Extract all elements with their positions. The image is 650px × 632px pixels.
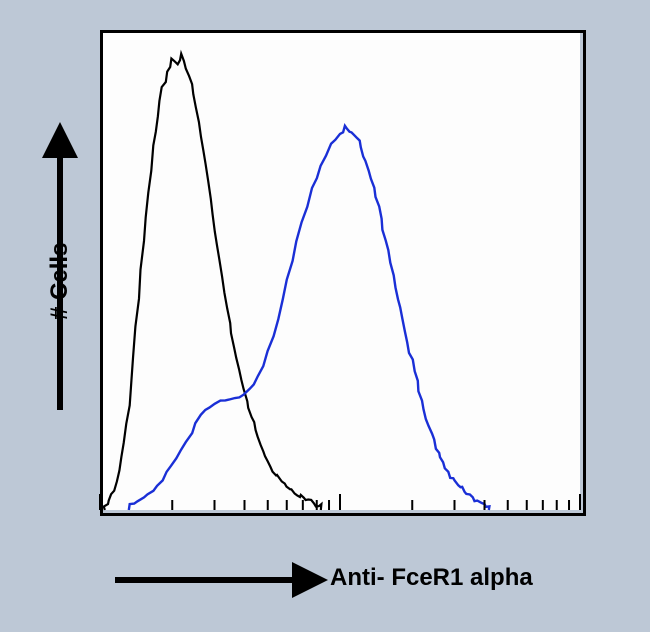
x-axis-arrow [0, 0, 650, 632]
y-axis-label: # Cells [46, 243, 74, 320]
chart-stage: # Cells Anti- FceR1 alpha [0, 0, 650, 632]
x-axis-label: Anti- FceR1 alpha [330, 564, 533, 592]
